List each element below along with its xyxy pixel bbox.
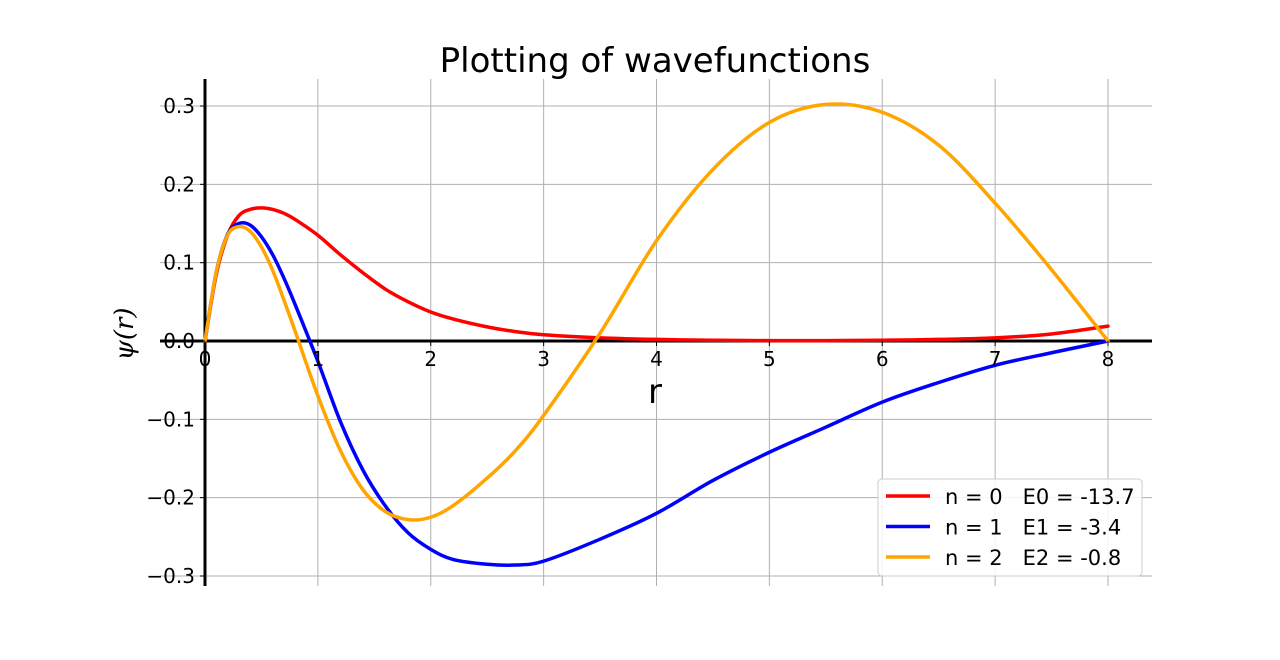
series-line-n2 — [203, 102, 1110, 522]
legend: n = 0 E0 = -13.7 n = 1 E1 = -3.4 n = 2 E2 … — [877, 478, 1143, 577]
x-tick-label: 5 — [763, 347, 776, 371]
x-tick-label: 2 — [424, 347, 437, 371]
x-tick-label: 6 — [876, 347, 889, 371]
series-line-n0 — [203, 206, 1110, 343]
x-tick-label: 0 — [199, 347, 212, 371]
y-axis-label: ψ(r) — [110, 307, 140, 360]
legend-entry: n = 2 E2 = -0.8 — [945, 546, 1121, 570]
y-tick-label: 0.1 — [163, 251, 195, 275]
x-tick-label: 1 — [312, 347, 325, 371]
y-tick-label: 0.3 — [163, 94, 195, 118]
y-tick-label: −0.1 — [146, 407, 195, 431]
legend-box — [877, 478, 1143, 577]
x-tick-label: 3 — [537, 347, 550, 371]
x-tick-label: 4 — [650, 347, 663, 371]
y-tick-label: −0.3 — [146, 564, 195, 588]
y-tick-label: −0.2 — [146, 486, 195, 510]
x-tick-label: 7 — [989, 347, 1002, 371]
series-line-n1 — [203, 220, 1110, 568]
chart-title: Plotting of wavefunctions — [440, 41, 871, 81]
series-lines — [203, 102, 1110, 568]
legend-entry: n = 0 E0 = -13.7 — [945, 485, 1135, 509]
legend-entry: n = 1 E1 = -3.4 — [945, 516, 1121, 540]
x-axis-label: r — [648, 372, 662, 412]
y-tick-label: 0.2 — [163, 172, 195, 196]
x-tick-label: 8 — [1102, 347, 1115, 371]
y-tick-label: 0.0 — [163, 329, 195, 353]
tick-labels: 0 1 2 3 4 5 6 7 8 −0.3 −0.2 −0.1 0.0 0.1 0.2 0.3 — [146, 94, 1114, 588]
